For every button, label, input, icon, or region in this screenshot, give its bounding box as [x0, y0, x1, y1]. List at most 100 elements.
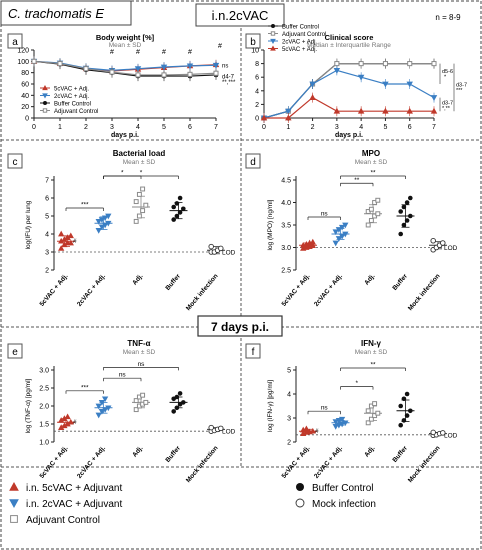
data-point-adj — [187, 71, 193, 77]
x-tick-label: 3 — [335, 124, 339, 131]
data-point-adj — [407, 61, 413, 67]
y-tick-label: 60 — [21, 82, 29, 89]
legend-symbol-buffer — [296, 483, 304, 491]
data-point-buffer — [398, 231, 404, 237]
data-point-vac5 — [309, 238, 316, 245]
x-tick-label: 0 — [32, 124, 36, 131]
significance-mark: *** — [456, 88, 463, 94]
data-point-vac2 — [101, 222, 109, 229]
data-point-vac5 — [260, 114, 268, 121]
data-point-adj — [136, 191, 142, 197]
data-point-vac2 — [406, 81, 413, 88]
sig-label: * — [121, 170, 124, 177]
mid-banner: 7 days p.i. — [211, 320, 269, 334]
data-point-vac5 — [406, 107, 413, 114]
significance-mark: d4-7 — [222, 74, 235, 80]
data-point-vac2 — [95, 219, 102, 225]
data-point-vac2 — [134, 66, 142, 73]
category-label: 5cVAC + Adj. — [39, 445, 70, 480]
data-point-vac2 — [98, 400, 106, 406]
panel-letter-box — [7, 33, 23, 49]
y-tick-label: 4 — [287, 392, 291, 399]
data-point-vac2 — [101, 396, 109, 403]
data-point-vac2 — [335, 236, 343, 242]
data-point-vac2 — [338, 224, 346, 231]
data-point-vac5 — [58, 230, 65, 237]
data-point-buffer — [171, 409, 176, 414]
data-point-adj — [372, 401, 378, 407]
data-point-buffer — [398, 422, 404, 428]
chart-subtitle: Median ± Interquartile Range — [307, 42, 391, 49]
category-label: Mock infection — [185, 273, 220, 312]
data-point-vac2 — [101, 407, 109, 413]
y-tick-label: 4 — [45, 232, 49, 239]
data-point-adj — [57, 61, 63, 67]
data-point-adj — [368, 206, 374, 212]
category-label: Adj. — [363, 273, 376, 287]
data-point-buffer — [174, 394, 180, 400]
y-tick-label: 2 — [287, 440, 291, 447]
data-point-buffer — [408, 408, 413, 414]
category-label: 2cVAC + Adj. — [313, 445, 344, 480]
data-point-vac2 — [186, 63, 194, 70]
x-tick-label: 7 — [214, 124, 218, 131]
hash-mark: # — [315, 428, 319, 435]
y-tick-label: 3.0 — [39, 368, 49, 375]
legend-symbol-mock — [295, 498, 305, 508]
x-tick-label: 5 — [383, 124, 387, 131]
legend-marker — [42, 84, 48, 91]
y-tick-label: 10 — [251, 48, 259, 55]
y-axis-label: log (TNF-α) [pg/ml] — [25, 378, 32, 433]
legend-label: 5cVAC + Adj. — [54, 86, 89, 92]
category-label: Mock infection — [407, 445, 442, 484]
data-point-vac2 — [357, 74, 365, 81]
panel-letter: e — [12, 347, 18, 358]
y-tick-label: 7 — [45, 178, 49, 185]
data-point-adj — [135, 72, 141, 78]
data-point-adj — [365, 420, 371, 426]
data-point-vac2 — [335, 418, 343, 424]
data-point-adj — [382, 61, 388, 67]
data-point-vac2 — [342, 231, 349, 238]
chart-subtitle: Mean ± SD — [123, 349, 156, 356]
data-point-buffer — [404, 391, 410, 397]
category-label: Buffer — [391, 272, 409, 292]
data-point-vac5 — [357, 107, 365, 114]
data-point-adj — [31, 58, 37, 64]
data-point-vac2 — [95, 228, 102, 234]
sig-label: ns — [138, 361, 146, 368]
legend-marker — [270, 31, 276, 36]
chart-title: TNF-α — [127, 339, 150, 348]
data-point-vac2 — [342, 222, 349, 229]
sig-label: ns — [321, 405, 329, 412]
data-point-mock — [208, 243, 214, 250]
sig-label: *** — [81, 384, 89, 391]
data-point-adj — [213, 70, 219, 76]
data-point-vac2 — [332, 419, 339, 425]
legend-label: 2cVAC + Adj. — [54, 94, 89, 100]
data-point-vac5 — [67, 239, 74, 246]
data-point-vac2 — [338, 416, 346, 423]
category-label: 5cVAC + Adj. — [281, 273, 312, 308]
data-point-buffer — [404, 200, 410, 205]
legend-text-buffer: Buffer Control — [312, 483, 374, 494]
data-point-vac2 — [160, 64, 168, 71]
significance-mark: d3-7 — [442, 100, 453, 106]
data-point-vac2 — [332, 229, 339, 236]
data-point-vac2 — [212, 62, 220, 69]
significance-mark: d5-6 — [442, 69, 453, 75]
data-point-vac5 — [333, 107, 341, 114]
significance-mark: # — [162, 49, 166, 56]
data-point-buffer — [401, 418, 407, 423]
category-label: 2cVAC + Adj. — [76, 273, 107, 308]
data-point-adj — [431, 61, 437, 67]
x-tick-label: 2 — [311, 124, 315, 131]
data-point-vac5 — [67, 418, 74, 425]
hash-mark: # — [73, 238, 77, 245]
category-label: Adj. — [363, 445, 376, 459]
data-point-mock — [218, 245, 224, 252]
data-point-vac2 — [105, 405, 112, 412]
y-tick-label: 100 — [17, 59, 29, 66]
